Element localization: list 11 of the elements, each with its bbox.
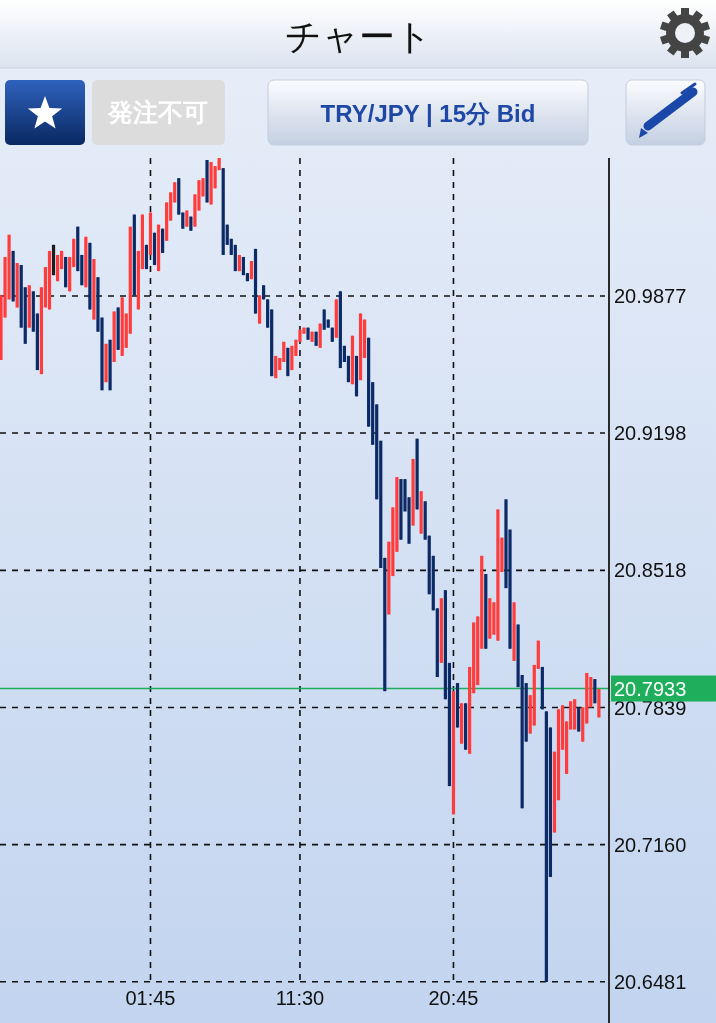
candlestick: [322, 308, 326, 331]
y-tick-label: 20.6481: [614, 970, 687, 993]
chart-title: チャート: [284, 15, 432, 57]
chart-subtitle: TRY/JPY | 15分 Bid: [320, 99, 536, 127]
x-tick-label: 20:45: [428, 987, 479, 1009]
y-tick-label: 20.9877: [614, 284, 687, 307]
y-tick-label: 20.8518: [614, 559, 687, 582]
y-tick-label: 20.7160: [614, 833, 687, 856]
y-tick-label: 20.9198: [614, 422, 687, 445]
x-tick-label: 01:45: [125, 987, 176, 1009]
x-tick-label: 11:30: [275, 987, 325, 1009]
